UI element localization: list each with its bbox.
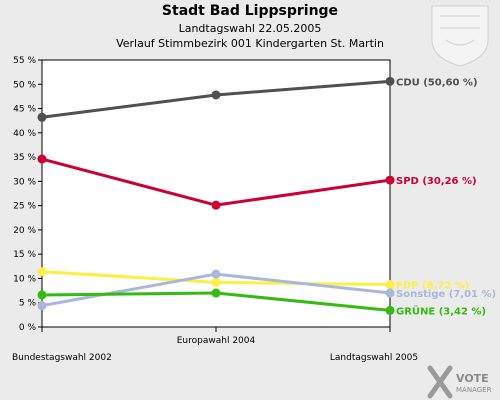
data-point: [385, 288, 395, 298]
logo-subname: MANAGER: [456, 386, 492, 394]
x-category-label: Landtagswahl 2005: [330, 353, 418, 363]
series-end-label: GRÜNE (3,42 %): [396, 303, 486, 317]
data-point: [211, 288, 221, 298]
data-point: [37, 267, 47, 277]
series-end-label: Sonstige (7,01 %): [396, 289, 496, 300]
data-point: [37, 301, 47, 311]
y-tick-label: 10 %: [13, 274, 36, 284]
series-layer: [37, 76, 395, 315]
data-point: [37, 154, 47, 164]
x-category-label: Europawahl 2004: [177, 336, 256, 346]
series-labels: CDU (50,60 %) SPD (30,26 %) FDP (8,72 %)So…: [396, 77, 496, 317]
y-tick-label: 35 %: [13, 153, 36, 163]
data-point: [211, 277, 221, 287]
series-end-label: SPD (30,26 %): [396, 176, 477, 187]
y-tick-label: 55 %: [13, 56, 36, 66]
x-axis: Bundestagswahl 2002 Europawahl 2004 Landta…: [12, 327, 418, 363]
series-end-label: FDP (8,72 %): [396, 281, 469, 292]
y-tick-label: 30 %: [13, 177, 36, 187]
vote-manager-logo: VOTE MANAGER: [427, 365, 492, 399]
y-tick-label: 0 %: [19, 323, 37, 333]
y-tick-label: 25 %: [13, 202, 36, 212]
series-end-label: CDU (50,60 %): [396, 77, 478, 88]
logo-name: VOTE: [456, 372, 489, 385]
y-tick-label: 15 %: [13, 250, 36, 260]
x-category-label: Bundestagswahl 2002: [12, 353, 112, 363]
data-point: [211, 200, 221, 210]
vote-manager-x-icon: [427, 365, 453, 399]
data-point: [37, 112, 47, 122]
y-axis: 0 % 5 % 10 % 15 % 20 % 25 % 30 % 35 % 40 % 45 % 50…: [13, 56, 42, 333]
data-point: [385, 280, 395, 290]
y-tick-label: 40 %: [13, 129, 36, 139]
data-point: [211, 269, 221, 279]
chart-title: Stadt Bad Lippspringe: [161, 3, 339, 19]
data-point: [385, 76, 395, 86]
chart-subtitle-election: Landtagswahl 22.05.2005: [178, 22, 322, 35]
coat-of-arms-icon: [431, 5, 489, 67]
data-point: [211, 90, 221, 100]
y-tick-label: 5 %: [19, 299, 37, 309]
data-point: [385, 305, 395, 315]
y-tick-label: 50 %: [13, 80, 36, 90]
chart-subtitle-district: Verlauf Stimmbezirk 001 Kindergarten St.…: [116, 37, 384, 50]
data-point: [37, 290, 47, 300]
y-tick-label: 20 %: [13, 226, 36, 236]
y-tick-label: 45 %: [13, 105, 36, 115]
data-point: [385, 175, 395, 185]
